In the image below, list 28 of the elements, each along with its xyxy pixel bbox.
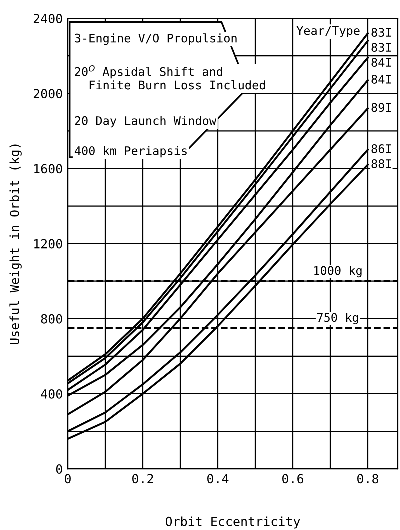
ref-line-label: 750 kg [317, 313, 358, 325]
y-tick-label: 400 [41, 389, 62, 399]
x-tick-label: 0.8 [358, 474, 378, 484]
x-tick-label: 0.6 [282, 474, 304, 484]
series-label: 83I [372, 43, 392, 52]
y-tick-label: 800 [41, 314, 62, 324]
series-label: 83I [372, 28, 392, 38]
annotation: 20$^{O}$ Apsidal Shift and Finite Burn Loss Included [75, 65, 266, 90]
series-label: 84I [372, 75, 392, 84]
x-tick-label: 0.4 [208, 474, 229, 484]
y-tick-label: 1200 [34, 239, 62, 249]
series-label: 89I [372, 103, 392, 112]
y-tick-label: 2000 [34, 89, 62, 99]
annotation: 20 Day Launch Window [75, 116, 217, 128]
y-tick-label: 0 [56, 464, 62, 474]
x-tick-label: 0.2 [132, 474, 154, 484]
y-tick-label: 1600 [34, 164, 62, 174]
y-axis-title: Useful Weight in Orbit (kg) [10, 144, 22, 344]
annotation: 400 km Periapsis [74, 146, 187, 158]
annotation: 3-Engine V/O Propulsion [75, 34, 237, 46]
series-label: 88I [372, 159, 392, 168]
legend-title: Year/Type [296, 26, 360, 38]
x-axis-title: Orbit Eccentricity [166, 516, 300, 529]
y-tick-label: 2400 [34, 14, 62, 24]
series-label: 84I [372, 58, 392, 68]
series-label: 86I [372, 144, 392, 154]
ref-line-label: 1000 kg [314, 266, 362, 278]
x-tick-label: 0 [65, 474, 71, 484]
